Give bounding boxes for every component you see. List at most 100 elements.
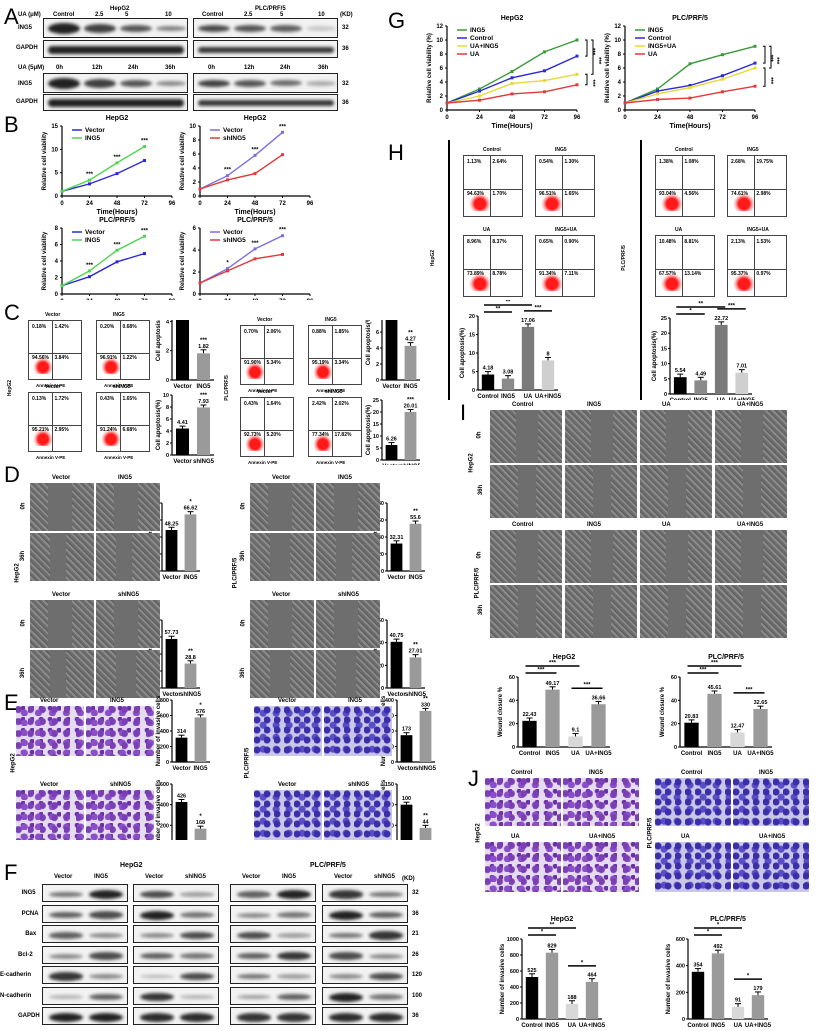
row-label: PLC/PRF/5 bbox=[474, 567, 481, 599]
svg-text:UA+ING5: UA+ING5 bbox=[579, 1023, 606, 1029]
svg-text:0: 0 bbox=[445, 115, 449, 121]
svg-text:200: 200 bbox=[676, 990, 685, 996]
svg-text:Vector: Vector bbox=[162, 575, 181, 581]
svg-text:ING5: ING5 bbox=[408, 575, 423, 581]
quadrant-q4-value: 5.20% bbox=[266, 431, 281, 438]
svg-text:22.72: 22.72 bbox=[714, 316, 728, 322]
svg-text:426: 426 bbox=[177, 794, 186, 800]
svg-text:Cell apoptosis(%): Cell apoptosis(%) bbox=[156, 400, 162, 450]
row-label-hepg2: HepG2 bbox=[475, 823, 482, 843]
svg-text:ING5: ING5 bbox=[196, 384, 211, 390]
svg-text:shING5: shING5 bbox=[405, 692, 427, 698]
protein-label: Bcl-2 bbox=[18, 951, 33, 958]
flow-plot-b3: 2.42% 2.02% 77.34% 17.82% bbox=[308, 397, 362, 457]
svg-text:***: *** bbox=[699, 668, 707, 674]
svg-text:10: 10 bbox=[436, 38, 443, 44]
wound-image bbox=[640, 585, 712, 638]
protein-label: GAPDH bbox=[16, 99, 38, 105]
lane-label: shING5 bbox=[185, 874, 207, 880]
svg-text:UA: UA bbox=[717, 398, 726, 400]
quadrant-q3-value: 91.90% bbox=[244, 359, 261, 366]
scatter-cloud bbox=[660, 273, 683, 292]
wound-image bbox=[316, 533, 380, 581]
svg-text:525: 525 bbox=[527, 968, 536, 974]
quadrant-divider bbox=[682, 236, 684, 296]
svg-text:8: 8 bbox=[546, 351, 549, 357]
svg-text:600: 600 bbox=[160, 782, 169, 788]
cell-line-title: HepG2 bbox=[120, 862, 143, 869]
blot-e-cadherin bbox=[322, 966, 408, 984]
scatter-cloud bbox=[540, 273, 563, 292]
svg-text:Number of invasive cells: Number of invasive cells bbox=[500, 943, 506, 1014]
svg-text:**: ** bbox=[413, 643, 418, 649]
svg-text:PLC/PRF/5: PLC/PRF/5 bbox=[99, 217, 135, 224]
svg-text:48: 48 bbox=[687, 115, 694, 121]
lane-label: shING5 bbox=[374, 874, 396, 880]
column-label: Control bbox=[511, 770, 533, 776]
panel-i-wound-bars: HepG2 0 20 40 60 Wound closure % 22.43 Control 4… bbox=[498, 654, 774, 757]
svg-text:32.31: 32.31 bbox=[390, 535, 404, 541]
svg-text:10: 10 bbox=[661, 362, 667, 368]
svg-text:*: * bbox=[226, 261, 229, 267]
wound-image bbox=[715, 410, 787, 463]
quadrant-q2-value: 19.75% bbox=[756, 159, 774, 165]
scatter-cloud bbox=[245, 433, 265, 452]
wound-gap bbox=[666, 410, 688, 463]
svg-text:***: *** bbox=[113, 242, 121, 248]
wound-gap bbox=[516, 530, 538, 583]
quadrant-q4-value: 8.78% bbox=[492, 270, 507, 277]
lane-label: 0h bbox=[208, 65, 216, 71]
svg-text:**: ** bbox=[413, 509, 418, 515]
svg-text:UA: UA bbox=[734, 1023, 743, 1029]
svg-text:0: 0 bbox=[381, 569, 384, 575]
svg-text:492: 492 bbox=[713, 944, 722, 950]
scatter-cloud bbox=[732, 193, 755, 212]
row-label-plc: PLC/PRF/5 bbox=[647, 817, 654, 849]
svg-text:UA+ING5: UA+ING5 bbox=[585, 751, 612, 757]
column-label: UA bbox=[662, 522, 671, 528]
svg-text:7.01: 7.01 bbox=[736, 364, 747, 370]
svg-text:*: * bbox=[199, 703, 202, 709]
wound-image bbox=[30, 600, 94, 648]
x-axis-label: Annexin V-PE bbox=[316, 388, 346, 393]
blot-ing5 bbox=[230, 884, 316, 902]
svg-text:0: 0 bbox=[664, 392, 667, 398]
column-label: ING5 bbox=[589, 770, 604, 776]
svg-text:ING5: ING5 bbox=[545, 1023, 560, 1029]
svg-text:24: 24 bbox=[86, 299, 93, 300]
quadrant-divider bbox=[656, 269, 714, 270]
svg-text:8: 8 bbox=[193, 138, 197, 144]
svg-text:72: 72 bbox=[141, 299, 148, 300]
svg-text:Relative cell viability: Relative cell viability bbox=[42, 131, 48, 190]
svg-text:4.27: 4.27 bbox=[405, 337, 416, 343]
protein-band bbox=[180, 995, 214, 999]
wound-gap bbox=[48, 483, 72, 531]
wound-image bbox=[565, 530, 637, 583]
protein-band bbox=[277, 951, 311, 961]
protein-band bbox=[180, 912, 214, 918]
svg-text:Control: Control bbox=[519, 751, 541, 757]
quadrant-q2-value: 1.65% bbox=[122, 396, 137, 402]
invasion-image bbox=[16, 706, 84, 756]
divider-line bbox=[448, 140, 450, 400]
column-label: ING5 bbox=[110, 698, 125, 704]
svg-text:25: 25 bbox=[661, 316, 667, 322]
quadrant-q1-value: 0.54% bbox=[539, 159, 554, 165]
svg-text:0: 0 bbox=[674, 745, 677, 751]
svg-text:Relative cell viability: Relative cell viability bbox=[180, 131, 186, 190]
quadrant-divider bbox=[464, 189, 522, 190]
lane-label: 12h bbox=[92, 65, 103, 71]
svg-text:***: *** bbox=[537, 668, 545, 674]
quadrant-q3-value: 95.21% bbox=[32, 426, 49, 433]
lane-label: 2.5 bbox=[244, 12, 253, 18]
column-label: Vector bbox=[272, 475, 291, 481]
blot-bcl-2 bbox=[133, 945, 219, 964]
wound-gap bbox=[593, 465, 611, 518]
svg-text:Number of invasive cells: Number of invasive cells bbox=[666, 943, 672, 1014]
wound-gap bbox=[518, 585, 536, 638]
svg-text:Relative cell viability: Relative cell viability bbox=[180, 231, 186, 290]
quadrant-q4-value: 3.34% bbox=[334, 359, 349, 366]
svg-text:36.66: 36.66 bbox=[592, 695, 606, 701]
